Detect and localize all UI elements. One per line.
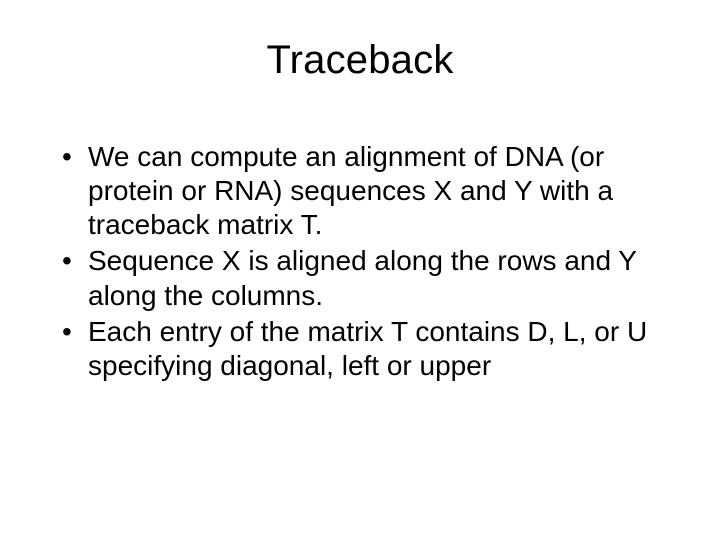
bullet-item: We can compute an alignment of DNA (or p… xyxy=(58,140,680,242)
slide-title: Traceback xyxy=(0,38,720,83)
bullet-list: We can compute an alignment of DNA (or p… xyxy=(58,140,680,383)
bullet-item: Each entry of the matrix T contains D, L… xyxy=(58,315,680,383)
slide: Traceback We can compute an alignment of… xyxy=(0,0,720,540)
slide-body: We can compute an alignment of DNA (or p… xyxy=(58,140,680,385)
bullet-item: Sequence X is aligned along the rows and… xyxy=(58,244,680,312)
